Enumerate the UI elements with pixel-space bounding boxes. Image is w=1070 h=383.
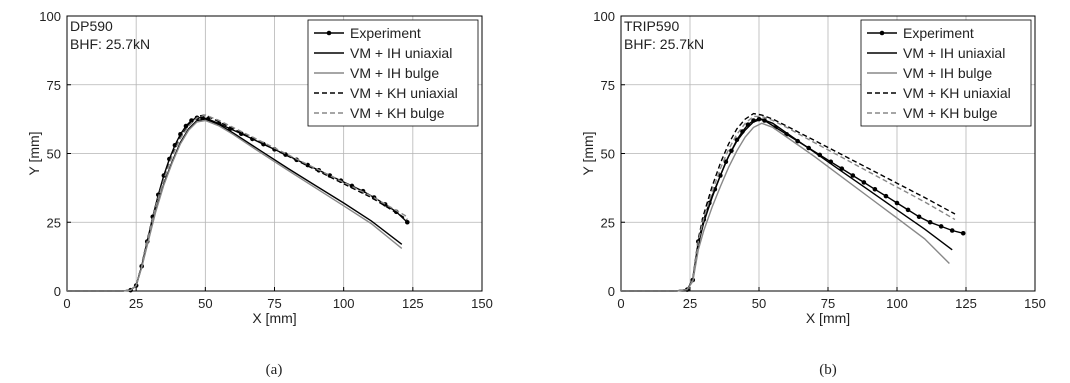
legend-label: VM + IH bulge xyxy=(903,65,992,81)
data-point xyxy=(938,224,944,229)
legend-label: VM + KH uniaxial xyxy=(903,85,1011,101)
y-tick-label: 0 xyxy=(608,284,615,299)
y-tick-label: 75 xyxy=(47,78,61,93)
data-point xyxy=(916,214,922,220)
x-tick-label: 50 xyxy=(198,296,212,311)
legend-label: VM + KH bulge xyxy=(903,105,998,121)
y-tick-label: 75 xyxy=(601,78,615,93)
x-tick-label: 75 xyxy=(821,296,835,311)
legend-label: VM + KH bulge xyxy=(350,105,445,121)
chart-annotation: BHF: 25.7kN xyxy=(624,36,704,52)
legend-label: VM + IH uniaxial xyxy=(350,45,452,61)
y-tick-label: 0 xyxy=(54,284,61,299)
legend-label: Experiment xyxy=(350,25,421,41)
chart-annotation: TRIP590 xyxy=(624,18,679,34)
chart-annotation: BHF: 25.7kN xyxy=(70,36,150,52)
series-line-vm-kh-uniaxial xyxy=(621,112,956,292)
x-tick-label: 75 xyxy=(267,296,281,311)
x-tick-label: 100 xyxy=(886,296,908,311)
data-point xyxy=(189,118,194,123)
x-tick-label: 125 xyxy=(955,296,977,311)
series-line-vm-kh-uniaxial xyxy=(67,114,408,292)
x-tick-label: 0 xyxy=(63,296,70,311)
legend-marker xyxy=(879,30,885,36)
y-axis-label: Y [mm] xyxy=(26,131,42,175)
series-line-vm-ih-bulge xyxy=(621,122,950,292)
series-line-vm-ih-bulge xyxy=(67,119,403,292)
x-axis-label: X [mm] xyxy=(252,310,296,326)
x-tick-label: 25 xyxy=(683,296,697,311)
data-point xyxy=(883,193,889,199)
data-point xyxy=(405,219,410,225)
legend-label: VM + IH uniaxial xyxy=(903,45,1005,61)
x-axis-label: X [mm] xyxy=(806,310,850,326)
data-point xyxy=(183,123,189,129)
y-tick-label: 25 xyxy=(47,215,61,230)
x-tick-label: 150 xyxy=(1024,296,1046,311)
data-point xyxy=(894,200,900,206)
x-tick-label: 50 xyxy=(752,296,766,311)
series-line-vm-ih-uniaxial xyxy=(621,118,953,292)
data-point xyxy=(172,142,178,148)
chart-b: 0 25 50 75 100 125 150 0 25 50 75 100 X [mm] Y [mm] TR… xyxy=(580,9,1046,378)
chart-a: 0 25 50 75 100 125 150 0 25 50 75 100 X [mm] Y [mm] DP… xyxy=(26,9,493,378)
y-tick-label: 50 xyxy=(47,147,61,162)
chart-annotation: DP590 xyxy=(70,18,113,34)
series-line-vm-kh-bulge xyxy=(67,114,408,292)
figure-caption: (b) xyxy=(819,362,837,378)
data-point xyxy=(850,173,856,178)
data-point xyxy=(872,186,878,192)
y-tick-label: 50 xyxy=(601,147,615,162)
x-tick-label: 0 xyxy=(617,296,624,311)
y-axis-label: Y [mm] xyxy=(580,131,596,175)
y-tick-label: 100 xyxy=(39,9,61,24)
series-line-vm-kh-bulge xyxy=(621,115,956,292)
data-point xyxy=(861,180,867,185)
data-point xyxy=(927,219,933,225)
legend-label: Experiment xyxy=(903,25,974,41)
y-tick-label: 25 xyxy=(601,215,615,230)
x-tick-label: 150 xyxy=(471,296,493,311)
data-point xyxy=(960,230,966,236)
series-line-experiment xyxy=(67,117,408,292)
data-point xyxy=(949,228,955,233)
y-tick-label: 100 xyxy=(593,9,615,24)
series-line-experiment xyxy=(621,118,964,292)
x-tick-label: 125 xyxy=(402,296,424,311)
series-line-vm-ih-uniaxial xyxy=(67,118,403,292)
legend-label: VM + IH bulge xyxy=(350,65,439,81)
legend-label: VM + KH uniaxial xyxy=(350,85,458,101)
figure-caption: (a) xyxy=(266,362,283,378)
x-tick-label: 25 xyxy=(129,296,143,311)
data-point xyxy=(905,207,911,213)
legend-marker xyxy=(326,30,332,36)
x-tick-label: 100 xyxy=(333,296,355,311)
